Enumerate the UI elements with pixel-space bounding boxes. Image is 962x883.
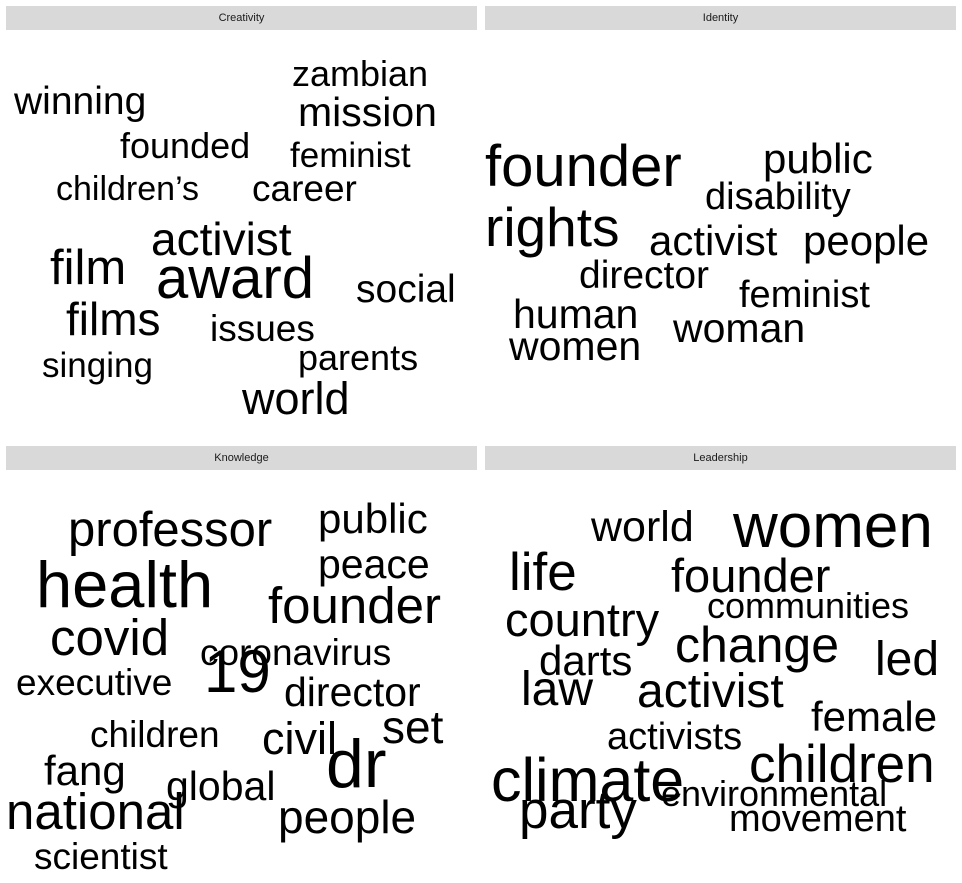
word-global: global: [166, 763, 276, 809]
word-founder: founder: [485, 134, 682, 199]
word-women: women: [509, 323, 642, 369]
word-cloud-creativity: award activist film films world mission winnin…: [6, 30, 477, 424]
word-activists: activists: [607, 716, 743, 758]
word-public: public: [763, 135, 873, 182]
word-cloud-leadership: women climate life party children change count…: [485, 470, 956, 877]
word-feminist: feminist: [739, 274, 870, 316]
word-female: female: [811, 693, 938, 740]
word-health: health: [36, 548, 214, 621]
word-law: law: [521, 663, 594, 716]
word-civil: civil: [262, 713, 337, 764]
word-dr: dr: [326, 726, 387, 802]
word-cloud-knowledge: dr health 19 professor founder covid national p…: [6, 470, 477, 877]
word-feminist: feminist: [290, 136, 411, 175]
word-career: career: [252, 168, 357, 209]
facet-panel-creativity: Creativity award activist film films world mi…: [6, 6, 477, 424]
word-darts: darts: [539, 637, 633, 684]
word-life: life: [509, 543, 577, 602]
word-set: set: [382, 701, 444, 753]
word-cloud-identity: founder rights public disability activist peo…: [485, 30, 956, 418]
word-singing: singing: [42, 346, 153, 385]
word-party: party: [519, 781, 637, 840]
word-mission: mission: [298, 89, 437, 135]
word-founded: founded: [120, 125, 251, 166]
word-change: change: [675, 617, 840, 673]
word-peace: peace: [318, 541, 430, 587]
word-activist: activist: [649, 217, 778, 264]
word-national: national: [6, 783, 185, 840]
word-issues: issues: [210, 308, 315, 349]
word-children-s: children’s: [56, 170, 200, 208]
word-founder: founder: [671, 549, 831, 602]
word-covid: covid: [50, 609, 170, 666]
word-fang: fang: [44, 747, 126, 794]
word-children: children: [749, 735, 935, 794]
word-world: world: [242, 373, 350, 424]
word-zambian: zambian: [292, 53, 429, 94]
word-parents: parents: [298, 337, 419, 378]
word-public: public: [318, 495, 428, 542]
word-led: led: [875, 633, 940, 686]
facet-strip-label: Creativity: [6, 6, 477, 30]
word-social: social: [356, 268, 456, 311]
facet-strip-label: Knowledge: [6, 446, 477, 470]
word-disability: disability: [705, 176, 851, 218]
word-professor: professor: [68, 503, 273, 557]
word-woman: woman: [673, 305, 806, 351]
word-scientist: scientist: [34, 836, 168, 877]
facet-panel-knowledge: Knowledge dr health 19 professor founder covi…: [6, 446, 477, 877]
word-19: 19: [204, 638, 271, 705]
word-founder: founder: [268, 577, 441, 634]
word-rights: rights: [485, 196, 620, 258]
word-executive: executive: [16, 662, 173, 703]
word-world: world: [591, 503, 694, 551]
word-films: films: [66, 293, 161, 345]
word-climate: climate: [491, 746, 685, 814]
word-children: children: [90, 714, 220, 755]
word-women: women: [733, 492, 933, 561]
word-human: human: [513, 291, 639, 337]
word-award: award: [156, 246, 314, 311]
facet-strip-label: Leadership: [485, 446, 956, 470]
word-film: film: [50, 241, 127, 295]
word-activist: activist: [637, 665, 784, 718]
word-movement: movement: [729, 798, 907, 840]
word-winning: winning: [14, 80, 147, 123]
word-coronavirus: coronavirus: [200, 632, 392, 673]
word-director: director: [284, 669, 421, 715]
facet-panel-identity: Identity founder rights public disability ac…: [485, 6, 956, 418]
facet-panel-leadership: Leadership women climate life party children…: [485, 446, 956, 877]
word-director: director: [579, 254, 710, 297]
word-people: people: [803, 217, 930, 264]
word-activist: activist: [151, 213, 292, 265]
word-environmental: environmental: [661, 773, 888, 814]
word-country: country: [505, 593, 660, 646]
facet-strip-label: Identity: [485, 6, 956, 30]
word-communities: communities: [707, 585, 910, 626]
word-people: people: [278, 791, 417, 843]
